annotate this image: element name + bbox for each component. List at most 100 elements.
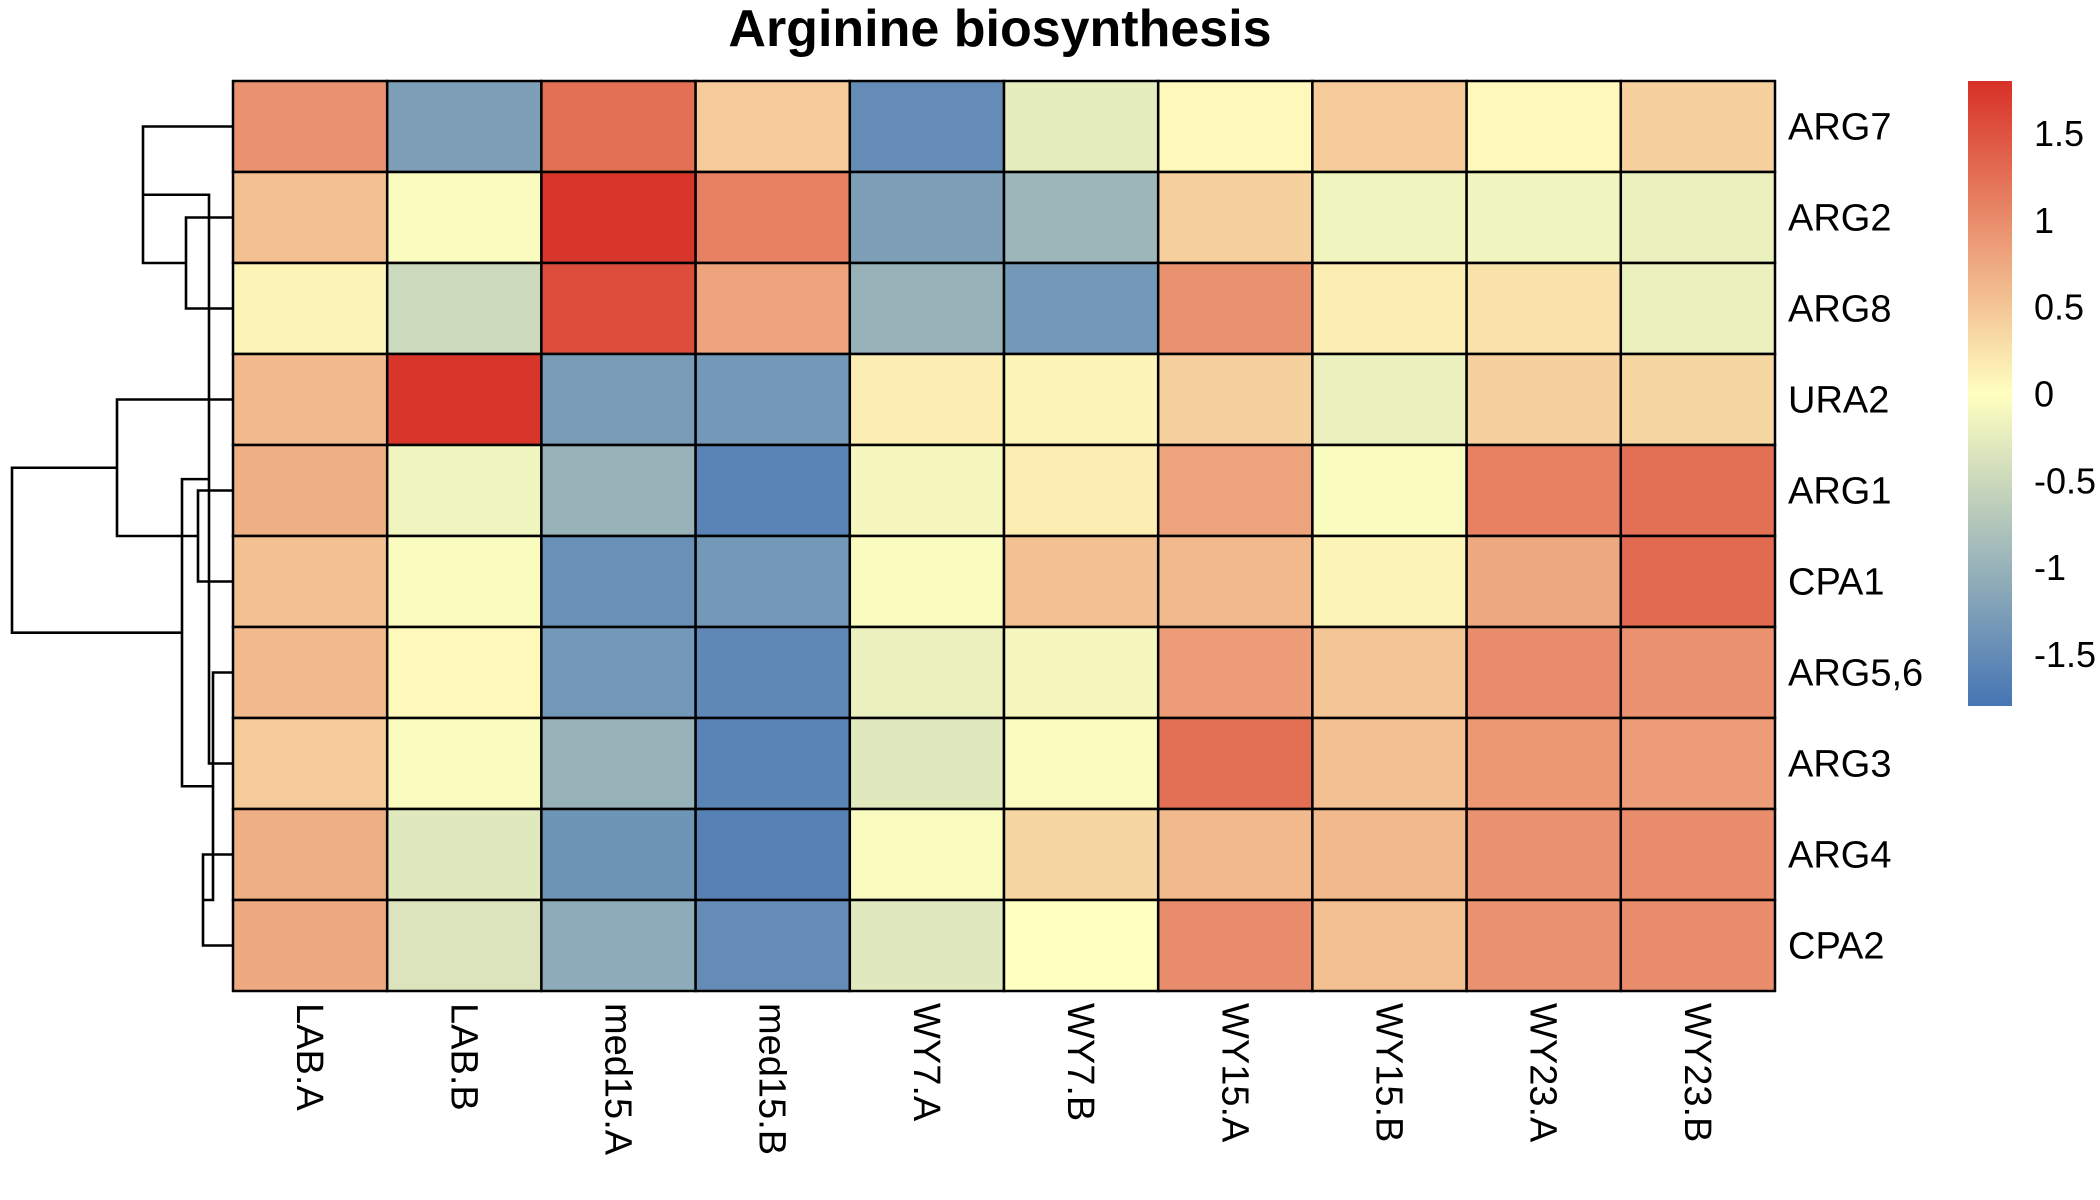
heatmap-cell [1619, 79, 1777, 174]
heatmap-cell [1002, 261, 1160, 356]
legend-tick-label: 1 [2034, 200, 2054, 241]
heatmap-cell [1311, 352, 1468, 447]
heatmap-cell [1465, 261, 1623, 356]
heatmap-cell [848, 716, 1006, 811]
heatmap-cell [540, 170, 697, 265]
heatmap-cell [848, 807, 1006, 902]
heatmap-cell [1465, 807, 1623, 902]
color-legend-bar [1968, 81, 2012, 706]
row-label: CPA2 [1788, 926, 1884, 968]
heatmap-cell [540, 79, 697, 174]
heatmap-cell [694, 443, 852, 538]
row-label: ARG5,6 [1788, 653, 1923, 695]
heatmap-cell [540, 716, 697, 811]
heatmap-cell [1311, 443, 1468, 538]
heatmap-cell [385, 807, 543, 902]
heatmap-cell [848, 534, 1006, 629]
heatmap-cell [848, 625, 1006, 720]
heatmap-cell [1311, 261, 1468, 356]
heatmap-cell [1619, 261, 1777, 356]
heatmap-cell [231, 443, 389, 538]
heatmap-cell [694, 625, 852, 720]
heatmap-cell [1002, 79, 1160, 174]
heatmap-cell [1156, 807, 1314, 902]
heatmap-cell [231, 534, 389, 629]
heatmap-cell [848, 261, 1006, 356]
color-legend-ticks: 1.5 1 0.5 0 -0.5 -1 -1.5 [2034, 113, 2096, 675]
heatmap-cell [385, 170, 543, 265]
heatmap-cell [540, 443, 697, 538]
heatmap-cell [540, 534, 697, 629]
heatmap-cell [1156, 443, 1314, 538]
heatmap-cell [1002, 898, 1160, 993]
heatmap-cell [1156, 352, 1314, 447]
heatmap-cell [1002, 534, 1160, 629]
heatmap-cell [231, 170, 389, 265]
heatmap-cell [848, 79, 1006, 174]
heatmap-cell [540, 898, 697, 993]
heatmap-cell [231, 807, 389, 902]
heatmap-cell [540, 261, 697, 356]
heatmap-cell [540, 807, 697, 902]
heatmap-cell [385, 79, 543, 174]
heatmap-cell [848, 352, 1006, 447]
heatmap-cell [1002, 352, 1160, 447]
heatmap-cell [231, 716, 389, 811]
column-label: LAB.B [442, 1003, 484, 1111]
row-label: ARG7 [1788, 107, 1891, 149]
column-label: WY23.A [1522, 1003, 1564, 1143]
heatmap-cell [1156, 898, 1314, 993]
heatmap-cell [1465, 898, 1623, 993]
heatmap-cell [231, 898, 389, 993]
heatmap-cell [694, 716, 852, 811]
dendrogram-branch [115, 398, 233, 538]
heatmap-cell [1002, 807, 1160, 902]
heatmap-cell [848, 443, 1006, 538]
heatmap-cell [1002, 170, 1160, 265]
heatmap-cell [385, 352, 543, 447]
heatmap-cell [1311, 807, 1468, 902]
chart-title: Arginine biosynthesis [728, 0, 1271, 58]
heatmap-cell [694, 79, 852, 174]
column-label: med15.A [597, 1003, 639, 1156]
heatmap-cell [1156, 716, 1314, 811]
row-label: ARG8 [1788, 289, 1891, 331]
heatmap-cell [1156, 261, 1314, 356]
heatmap-cell [1619, 898, 1777, 993]
heatmap-cell [1156, 79, 1314, 174]
heatmap-cell [694, 352, 852, 447]
heatmap-cell [1465, 79, 1623, 174]
heatmap-cell [1002, 625, 1160, 720]
legend-tick-label: -1.5 [2034, 634, 2096, 675]
color-legend: 1.5 1 0.5 0 -0.5 -1 -1.5 [1968, 81, 2096, 706]
heatmap-cell [385, 625, 543, 720]
heatmap-cell [694, 534, 852, 629]
column-label: WY23.B [1676, 1003, 1718, 1142]
row-labels: ARG7 ARG2 ARG8 URA2 ARG1 CPA1 ARG5,6 ARG3 ARG4 CP… [1788, 107, 1923, 968]
row-label: URA2 [1788, 380, 1889, 422]
heatmap-cells [231, 79, 1777, 993]
heatmap-cell [1619, 352, 1777, 447]
heatmap-cell [1465, 443, 1623, 538]
heatmap-cell [1619, 716, 1777, 811]
heatmap-cell [385, 261, 543, 356]
heatmap-cell [694, 807, 852, 902]
column-label: WY15.A [1213, 1003, 1255, 1143]
heatmap-cell [1619, 625, 1777, 720]
row-label: ARG2 [1788, 198, 1891, 240]
heatmap-cell [1311, 716, 1468, 811]
heatmap-cell [1465, 625, 1623, 720]
heatmap-cell [1311, 625, 1468, 720]
column-label: WY7.B [1059, 1003, 1101, 1121]
legend-tick-label: 0.5 [2034, 287, 2084, 328]
heatmap-cell [540, 352, 697, 447]
heatmap-cell [694, 261, 852, 356]
heatmap-cell [848, 170, 1006, 265]
heatmap-cell [694, 898, 852, 993]
legend-tick-label: -1 [2034, 547, 2066, 588]
heatmap-cell [1156, 170, 1314, 265]
heatmap-cell [385, 534, 543, 629]
heatmap-cell [385, 716, 543, 811]
